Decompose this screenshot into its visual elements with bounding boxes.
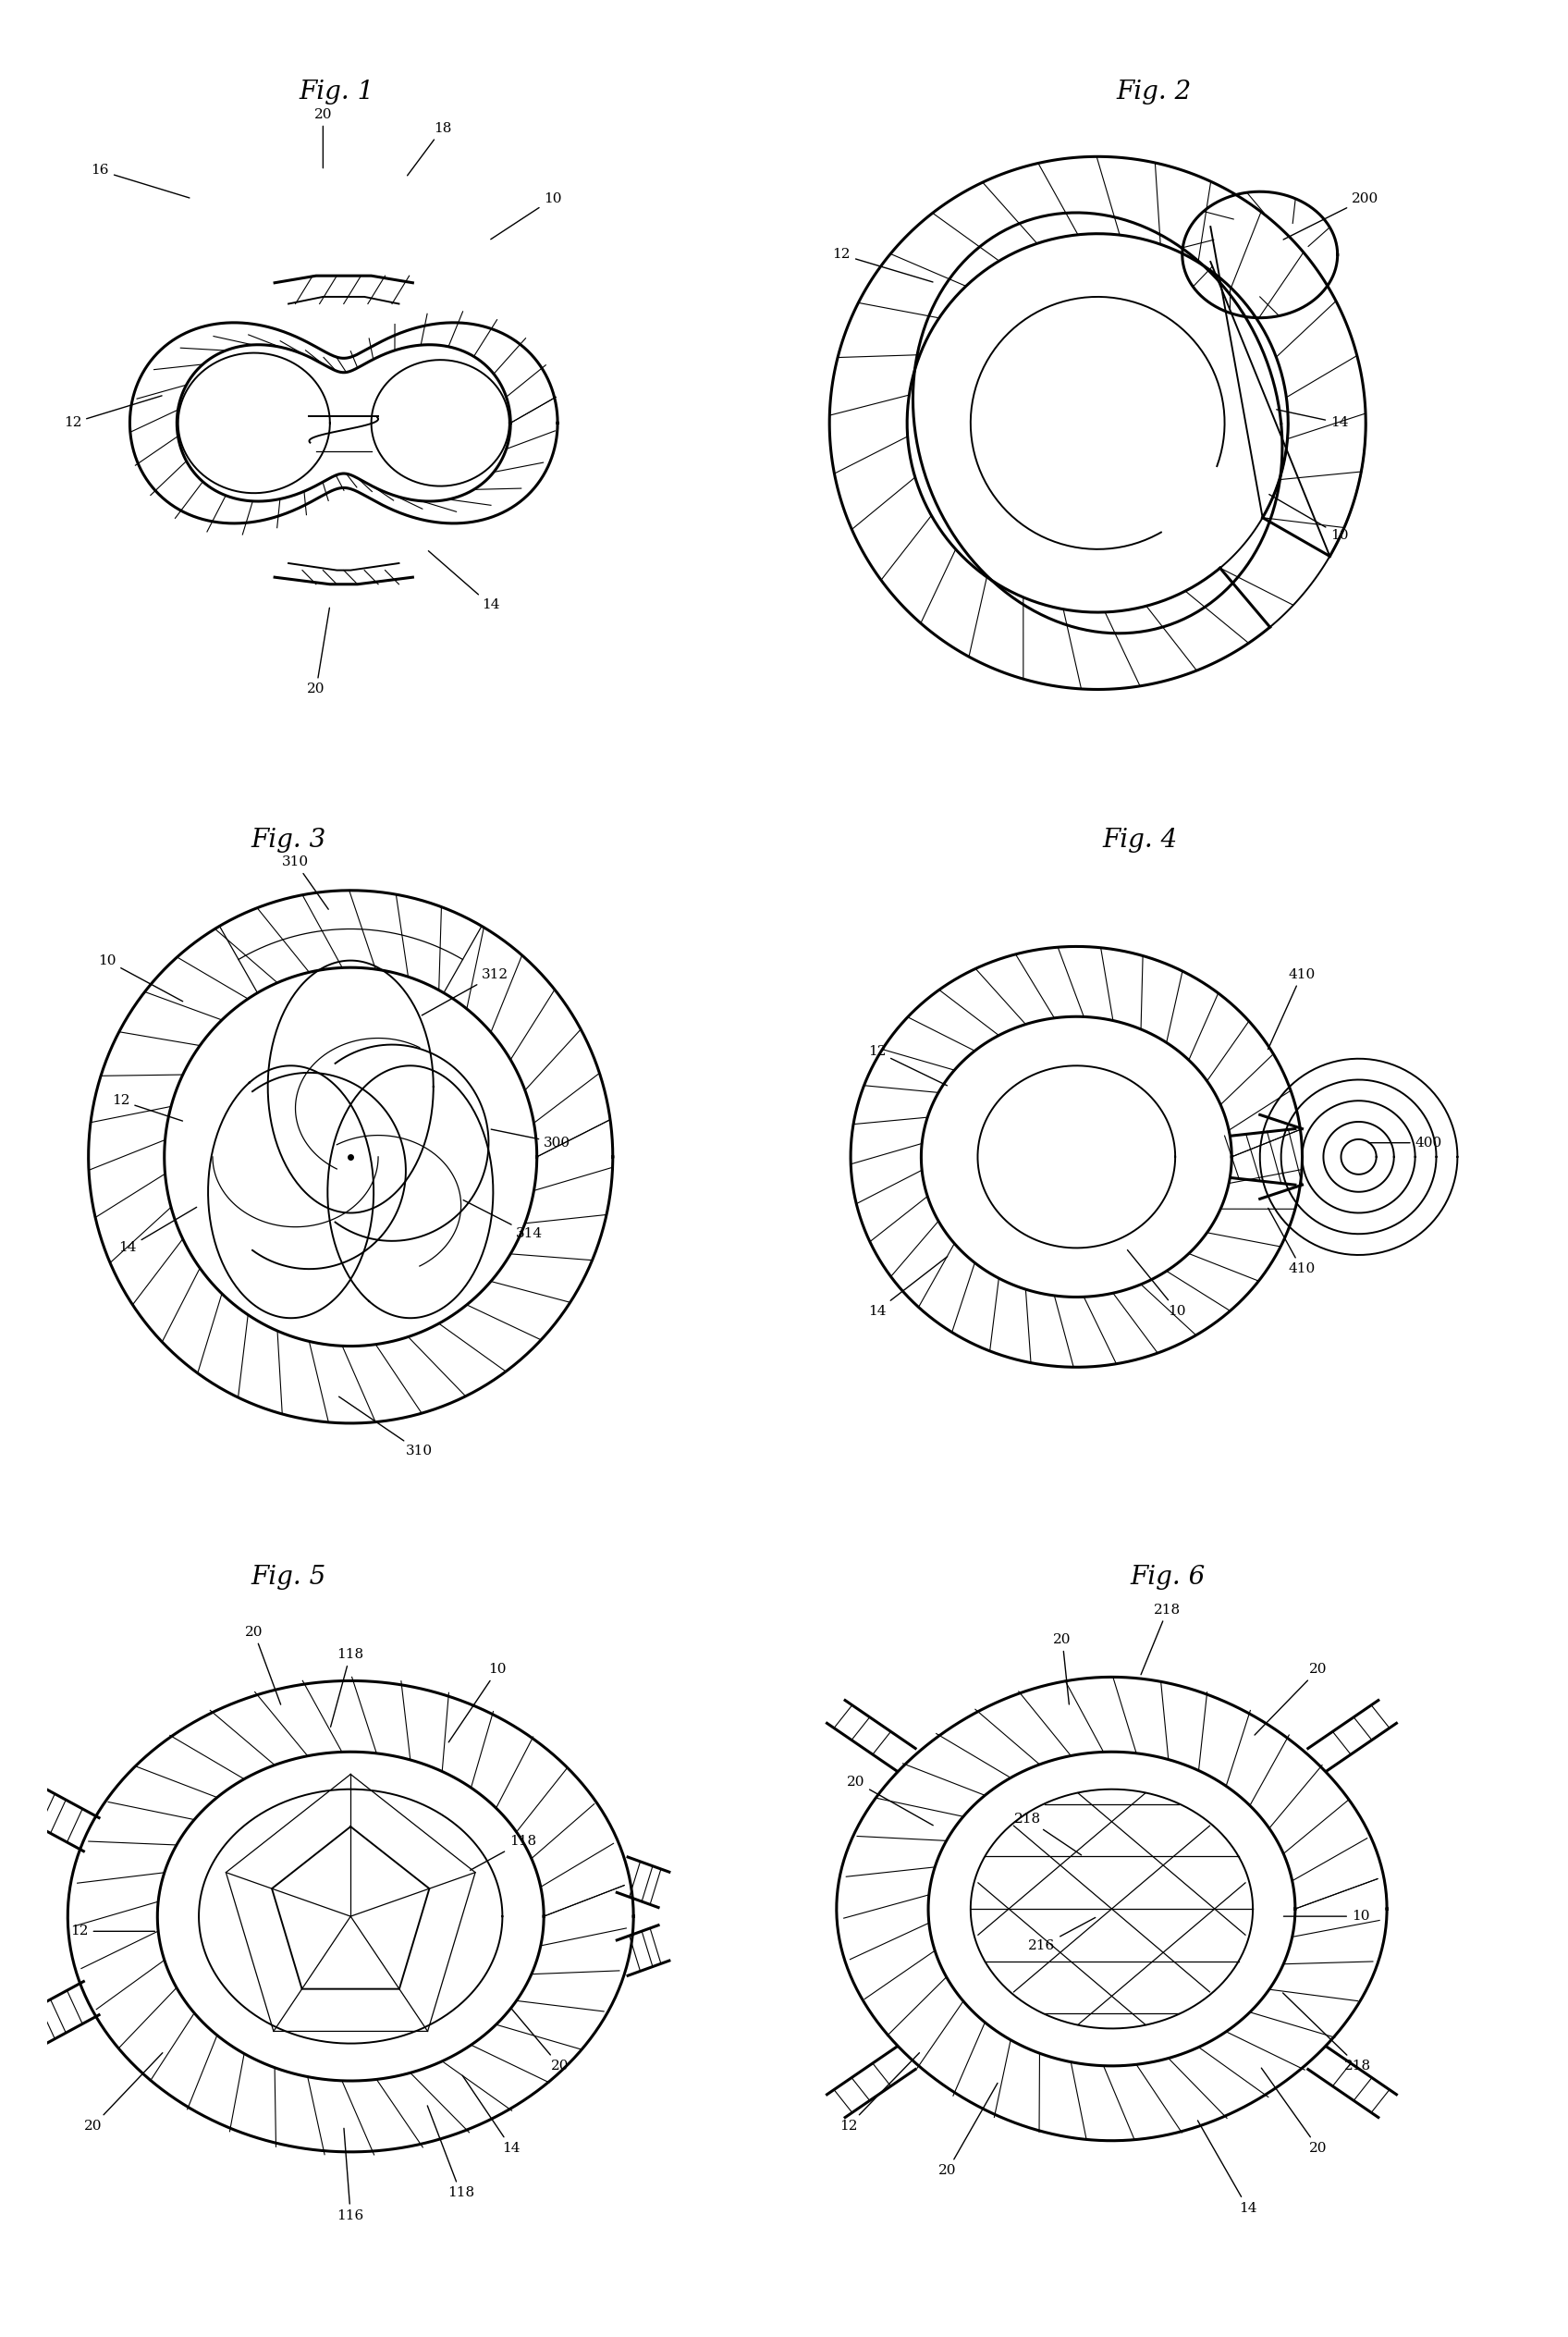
Text: 218: 218 (1142, 1603, 1181, 1676)
Text: 12: 12 (869, 1045, 947, 1087)
Text: 16: 16 (91, 164, 190, 199)
Text: 218: 218 (1014, 1814, 1082, 1856)
Text: 14: 14 (119, 1208, 196, 1255)
Text: 14: 14 (463, 2075, 521, 2155)
Text: 14: 14 (869, 1257, 947, 1318)
Text: 20: 20 (314, 108, 332, 168)
Text: 10: 10 (99, 953, 183, 1000)
Text: 118: 118 (428, 2106, 474, 2199)
Text: 12: 12 (833, 248, 933, 283)
Text: 12: 12 (111, 1094, 182, 1122)
Text: 10: 10 (1284, 1909, 1369, 1923)
Text: 12: 12 (840, 2052, 919, 2131)
Text: 20: 20 (1054, 1634, 1071, 1704)
Text: 118: 118 (470, 1835, 536, 1870)
Text: 300: 300 (491, 1129, 571, 1150)
Text: 20: 20 (939, 2082, 997, 2178)
Text: 14: 14 (1276, 409, 1348, 430)
Text: 20: 20 (245, 1627, 281, 1704)
Text: 20: 20 (511, 2007, 569, 2073)
Text: 216: 216 (1029, 1919, 1096, 1954)
Text: 10: 10 (448, 1664, 506, 1741)
Text: 10: 10 (491, 192, 561, 238)
Text: 118: 118 (331, 1648, 364, 1727)
Text: 14: 14 (1198, 2120, 1256, 2215)
Text: 10: 10 (1127, 1250, 1185, 1318)
Text: 310: 310 (339, 1398, 433, 1458)
Text: 18: 18 (408, 122, 452, 175)
Text: 410: 410 (1269, 1208, 1316, 1276)
Text: 20: 20 (847, 1776, 933, 1825)
Text: Fig. 6: Fig. 6 (1131, 1566, 1206, 1589)
Text: 20: 20 (307, 608, 329, 696)
Text: Fig. 3: Fig. 3 (251, 827, 326, 853)
Text: Fig. 5: Fig. 5 (251, 1566, 326, 1589)
Text: 200: 200 (1283, 192, 1378, 241)
Text: 314: 314 (463, 1201, 543, 1241)
Text: Fig. 2: Fig. 2 (1116, 79, 1192, 105)
Text: 218: 218 (1283, 1993, 1372, 2073)
Text: 10: 10 (1269, 495, 1348, 542)
Text: 312: 312 (422, 968, 508, 1014)
Text: 310: 310 (282, 855, 328, 909)
Text: 14: 14 (428, 552, 500, 612)
Text: 12: 12 (64, 395, 162, 430)
Text: 20: 20 (1261, 2068, 1327, 2155)
Text: 20: 20 (1254, 1664, 1327, 1734)
Text: 116: 116 (337, 2129, 364, 2222)
Text: 400: 400 (1369, 1136, 1443, 1150)
Text: 12: 12 (71, 1926, 155, 1937)
Text: Fig. 1: Fig. 1 (299, 79, 375, 105)
Text: 410: 410 (1269, 968, 1316, 1049)
Text: 20: 20 (85, 2052, 163, 2131)
Text: Fig. 4: Fig. 4 (1102, 827, 1178, 853)
